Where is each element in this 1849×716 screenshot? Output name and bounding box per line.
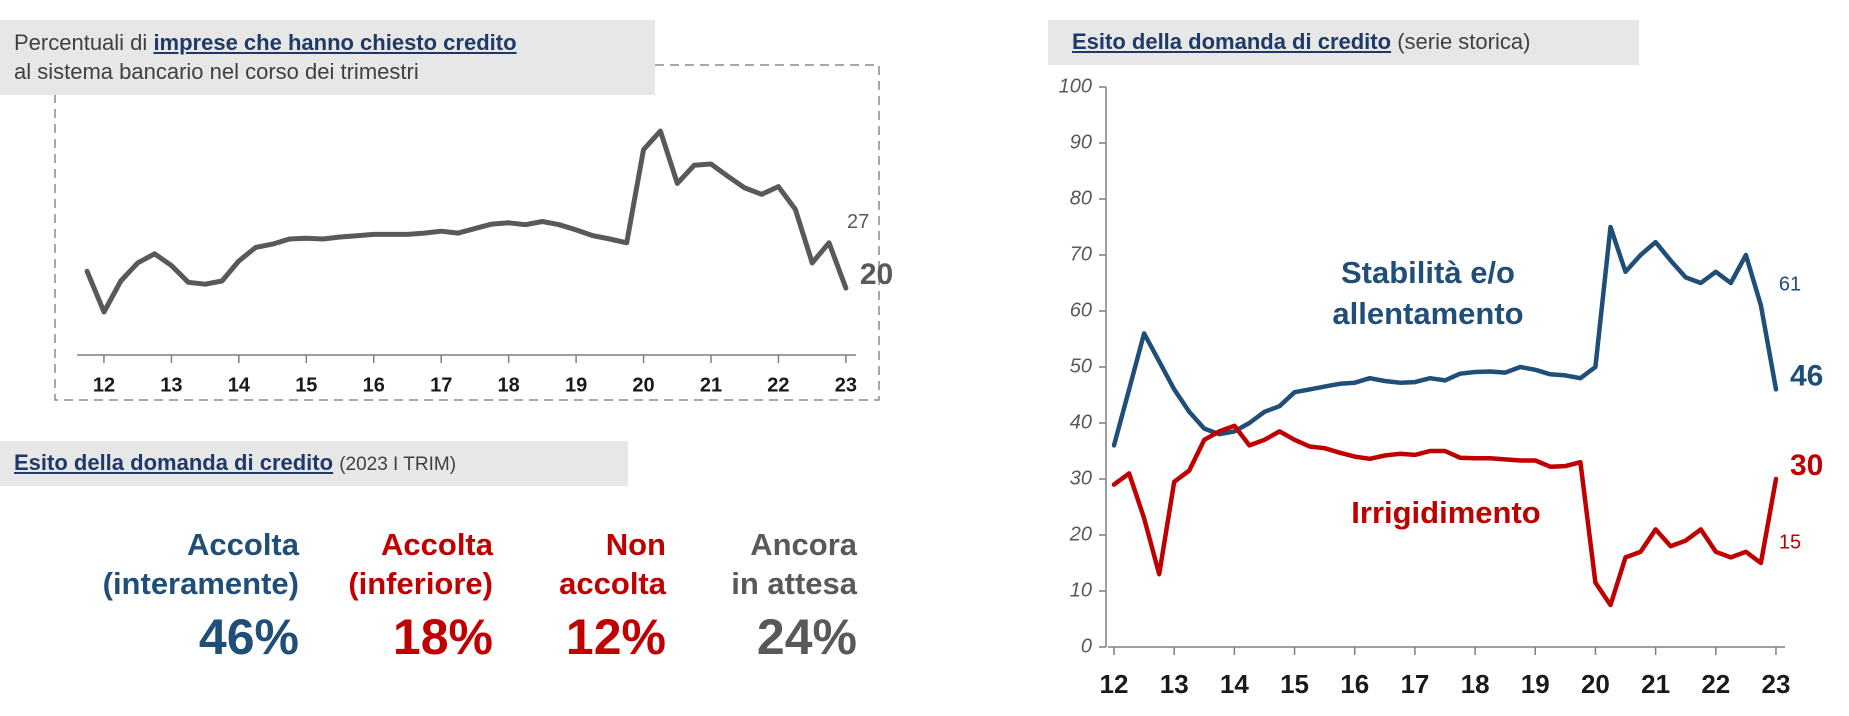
x-tick-label: 16 (363, 374, 385, 396)
series-label: Irrigidimento (1351, 495, 1541, 530)
y-tick-label: 10 (1070, 579, 1092, 601)
x-tick-label: 20 (1581, 669, 1610, 699)
title-line: al sistema bancario nel corso dei trimes… (14, 59, 419, 84)
y-tick-label: 60 (1070, 299, 1092, 321)
outcome-label: (inferiore) (348, 566, 493, 601)
series-label: Stabilità e/o allentamento (1332, 255, 1524, 331)
x-tick-label: 22 (1701, 669, 1730, 699)
panel-title: Esito della domanda di credito (14, 450, 334, 475)
title-prefix: Percentuali di (14, 30, 148, 55)
panel-header: Esito della domanda di credito (2023 I T… (0, 441, 628, 486)
x-tick-label: 12 (93, 374, 115, 396)
outcome-item: Accolta (inferiore) 18% (348, 525, 493, 665)
outcome-item: Ancora in attesa 24% (731, 525, 857, 665)
x-tick-label: 13 (1160, 669, 1189, 699)
chart-subtitle: (serie storica) (1397, 29, 1531, 54)
outcome-value: 12% (565, 609, 666, 665)
right-chart-header: Esito della domanda di credito (serie st… (1048, 20, 1639, 65)
x-tick-label: 13 (160, 374, 182, 396)
x-tick-label: 15 (295, 374, 317, 396)
chart-title: Esito della domanda di credito (1072, 29, 1392, 54)
y-tick-label: 0 (1081, 635, 1092, 657)
y-tick-label: 80 (1070, 187, 1092, 209)
outcome-label: (interamente) (102, 566, 299, 601)
value-label: 20 (860, 258, 893, 291)
y-tick-label: 50 (1070, 355, 1092, 377)
x-tick-label: 23 (835, 374, 857, 396)
x-tick-label: 16 (1340, 669, 1369, 699)
y-tick-label: 30 (1070, 467, 1092, 489)
panel-subtitle: (2023 I TRIM) (339, 454, 457, 475)
outcome-value: 18% (392, 609, 493, 665)
outcome-label: accolta (559, 566, 666, 601)
x-tick-label: 18 (498, 374, 520, 396)
x-tick-label: 22 (767, 374, 789, 396)
y-tick-label: 40 (1070, 411, 1092, 433)
y-tick-label: 100 (1059, 75, 1092, 97)
outcome-value: 46% (198, 609, 299, 665)
x-tick-label: 19 (1521, 669, 1550, 699)
left-chart-header: Percentuali di imprese che hanno chiesto… (0, 20, 655, 95)
x-tick-label: 18 (1461, 669, 1490, 699)
data-line (1111, 224, 1779, 448)
y-tick-label: 20 (1069, 523, 1092, 545)
outcome-label: Ancora (750, 527, 857, 562)
x-tick-label: 21 (700, 374, 722, 396)
outcome-label: Non (605, 527, 666, 562)
y-tick-label: 90 (1070, 131, 1092, 153)
x-tick-label: 17 (430, 374, 452, 396)
title-line: Percentuali di imprese che hanno chiesto… (14, 28, 641, 57)
x-tick-label: 23 (1762, 669, 1791, 699)
value-label: 46 (1790, 359, 1823, 392)
outcome-label: Accolta (187, 527, 299, 562)
title-emphasis: imprese che hanno chiesto credito (153, 30, 517, 55)
outcome-item: Non accolta 12% (559, 525, 666, 665)
x-tick-label: 17 (1400, 669, 1429, 699)
value-label: 15 (1779, 531, 1801, 553)
outcome-item: Accolta (interamente) 46% (103, 525, 299, 665)
data-line (84, 128, 849, 315)
x-tick-label: 14 (228, 374, 251, 396)
value-label: 27 (847, 211, 869, 233)
x-tick-label: 20 (632, 374, 654, 396)
y-tick-label: 70 (1070, 243, 1092, 265)
x-tick-label: 15 (1280, 669, 1309, 699)
x-tick-label: 12 (1100, 669, 1129, 699)
value-label: 30 (1790, 449, 1823, 482)
x-tick-label: 21 (1641, 669, 1670, 699)
x-tick-label: 14 (1220, 669, 1249, 699)
outcome-label: in attesa (731, 566, 857, 601)
value-label: 61 (1779, 274, 1801, 296)
outcome-value: 24% (756, 609, 857, 665)
outcome-label: Accolta (381, 527, 493, 562)
data-line (1111, 423, 1779, 608)
x-tick-label: 19 (565, 374, 587, 396)
